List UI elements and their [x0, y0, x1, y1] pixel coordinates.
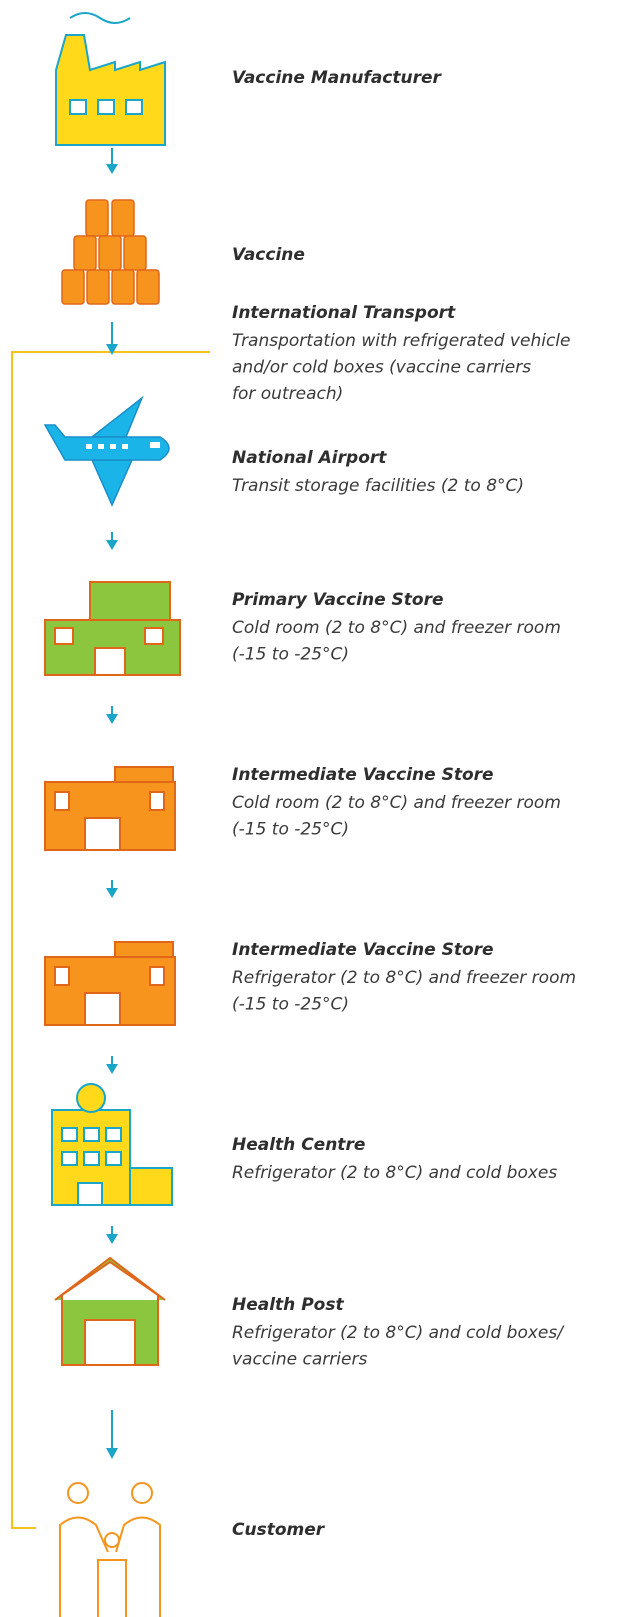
node-description: (-15 to -25°C): [232, 645, 349, 665]
node-title: Customer: [232, 1520, 326, 1540]
primary-store-icon: [44, 581, 181, 676]
node-description: Cold room (2 to 8°C) and freezer room: [232, 618, 561, 638]
customer-icon: [59, 1482, 161, 1617]
node-description: for outreach): [232, 384, 343, 404]
node-description: Cold room (2 to 8°C) and freezer room: [232, 793, 561, 813]
node-title: Primary Vaccine Store: [232, 590, 444, 610]
intermediate-store-icon: [44, 766, 176, 851]
airplane-icon: [43, 395, 170, 507]
node-description: Refrigerator (2 to 8°C) and cold boxes/: [232, 1323, 565, 1343]
node-description: Refrigerator (2 to 8°C) and cold boxes: [232, 1163, 557, 1183]
node-title: Vaccine Manufacturer: [232, 68, 443, 88]
node-title: Health Post: [232, 1295, 344, 1315]
arrows: [106, 148, 118, 1459]
node-description: (-15 to -25°C): [232, 995, 349, 1015]
node-title: Vaccine: [232, 245, 305, 265]
node-description: Refrigerator (2 to 8°C) and freezer room: [232, 968, 576, 988]
health-centre-icon: [51, 1083, 173, 1206]
node-description: (-15 to -25°C): [232, 820, 349, 840]
node-title: International Transport: [232, 303, 456, 323]
factory-icon: [55, 12, 166, 146]
node-description: and/or cold boxes (vaccine carriers: [232, 358, 531, 378]
node-title: National Airport: [232, 448, 387, 468]
health-post-icon: [54, 1256, 166, 1366]
node-title: Intermediate Vaccine Store: [232, 765, 494, 785]
node-description: Transit storage facilities (2 to 8°C): [232, 476, 524, 496]
intermediate-store-icon: [44, 941, 176, 1026]
node-title: Intermediate Vaccine Store: [232, 940, 494, 960]
node-description: vaccine carriers: [232, 1350, 367, 1370]
vaccine-icon: [61, 199, 160, 305]
node-description: Transportation with refrigerated vehicle: [232, 331, 570, 351]
node-title: Health Centre: [232, 1135, 365, 1155]
